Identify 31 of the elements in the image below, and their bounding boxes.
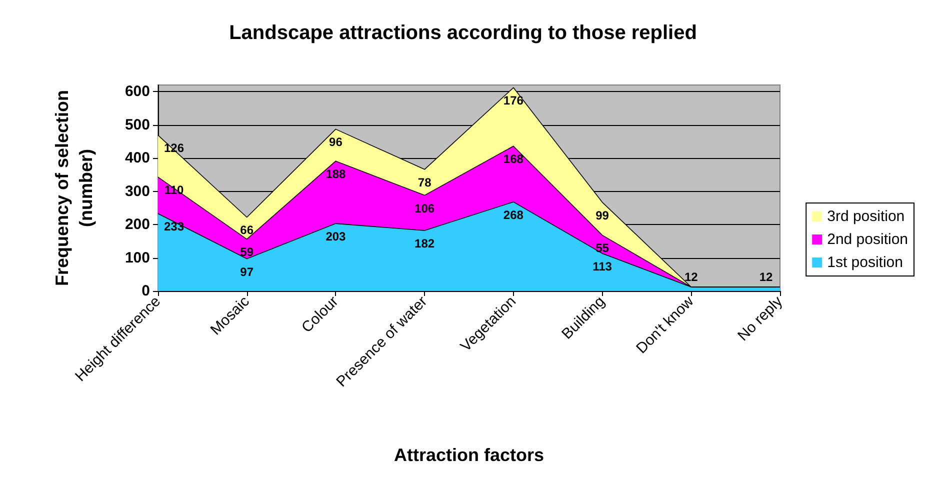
- data-label: 233: [164, 220, 184, 234]
- legend-label: 1st position: [827, 254, 903, 271]
- data-label: 59: [240, 245, 254, 260]
- y-tick-label: 500: [124, 116, 150, 134]
- legend-label: 3rd position: [827, 208, 905, 225]
- data-label: 96: [329, 135, 343, 150]
- chart-title: Landscape attractions according to those replied: [229, 22, 697, 44]
- data-label: 97: [240, 264, 254, 279]
- y-tick-label: 300: [124, 182, 150, 200]
- data-label: 55: [596, 241, 610, 256]
- data-label: 78: [418, 175, 432, 190]
- y-tick-label: 400: [124, 150, 150, 167]
- data-label: 106: [414, 201, 435, 216]
- y-tick-label: 600: [124, 83, 150, 100]
- data-label: 182: [414, 236, 435, 251]
- x-axis-title: Attraction factors: [394, 445, 544, 465]
- y-tick-label: 200: [124, 216, 150, 234]
- y-axis-title: Frequency of selection (number): [52, 90, 96, 286]
- data-label: 12: [684, 270, 698, 284]
- legend-label: 2nd position: [827, 231, 908, 248]
- data-label: 12: [759, 270, 773, 284]
- y-tick-label: 0: [142, 282, 150, 300]
- data-label: 203: [326, 230, 346, 244]
- y-tick-label: 100: [124, 249, 150, 266]
- data-label: 176: [503, 94, 524, 108]
- data-label: 113: [592, 259, 612, 274]
- data-label: 268: [503, 208, 524, 222]
- data-label: 188: [326, 167, 346, 182]
- data-label: 99: [596, 208, 610, 222]
- data-label: 66: [240, 223, 254, 238]
- data-label: 168: [503, 152, 524, 166]
